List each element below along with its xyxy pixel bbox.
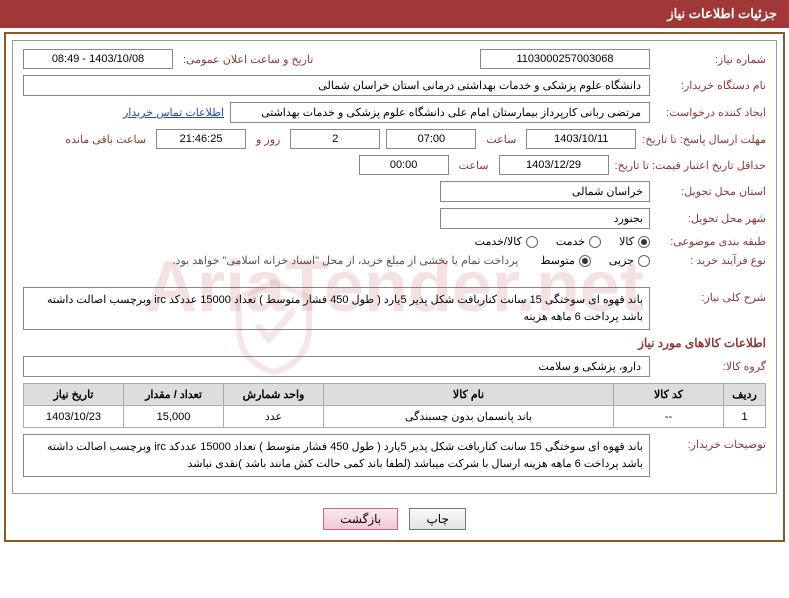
watermark-shield-icon	[224, 277, 324, 377]
buyer-org-field: دانشگاه علوم پزشکی و خدمات بهداشتی درمان…	[23, 75, 650, 96]
remain-suffix: ساعت باقی مانده	[61, 133, 150, 146]
cell-date: 1403/10/23	[24, 406, 124, 428]
response-deadline-label: مهلت ارسال پاسخ: تا تاریخ:	[642, 133, 766, 146]
buyer-notes-field: باند قهوه ای سوختگی 15 سانت کناربافت شکل…	[23, 434, 650, 477]
th-code: کد کالا	[614, 384, 724, 406]
radio-kala[interactable]: کالا	[619, 235, 650, 248]
time-remain-field: 21:46:25	[156, 129, 246, 149]
purchase-type-radios: جزیی متوسط	[540, 254, 650, 267]
delivery-province-label: استان محل تحویل:	[656, 185, 766, 198]
subject-class-radios: کالا خدمت کالا/خدمت	[475, 235, 650, 248]
response-date-field: 1403/10/11	[526, 129, 636, 149]
price-time-field: 00:00	[359, 155, 449, 175]
cell-qty: 15,000	[124, 406, 224, 428]
th-row: ردیف	[724, 384, 766, 406]
response-time-field: 07:00	[386, 129, 476, 149]
th-qty: تعداد / مقدار	[124, 384, 224, 406]
days-remain-field: 2	[290, 129, 380, 149]
th-unit: واحد شمارش	[224, 384, 324, 406]
requester-label: ایجاد کننده درخواست:	[656, 106, 766, 119]
delivery-city-label: شهر محل تحویل:	[656, 212, 766, 225]
cell-code: --	[614, 406, 724, 428]
table-row: 1 -- باند پانسمان بدون چسبندگی عدد 15,00…	[24, 406, 766, 428]
announce-date-field: 1403/10/08 - 08:49	[23, 49, 173, 69]
goods-group-label: گروه کالا:	[656, 360, 766, 373]
need-number-label: شماره نیاز:	[656, 53, 766, 66]
requester-field: مرتضی ربانی کارپرداز بیمارستان امام علی …	[230, 102, 650, 123]
radio-khadamat[interactable]: خدمت	[556, 235, 601, 248]
cell-unit: عدد	[224, 406, 324, 428]
radio-jozei[interactable]: جزیی	[609, 254, 650, 267]
buyer-org-label: نام دستگاه خریدار:	[656, 79, 766, 92]
purchase-type-label: نوع فرآیند خرید :	[656, 254, 766, 267]
time-label-2: ساعت	[455, 159, 493, 172]
days-label: روز و	[252, 133, 284, 146]
page-header: جزئیات اطلاعات نیاز	[0, 0, 789, 28]
main-frame: AriaTender.net شماره نیاز: 1103000257003…	[4, 32, 785, 542]
delivery-city-field: بجنورد	[440, 208, 650, 229]
items-table: ردیف کد کالا نام کالا واحد شمارش تعداد /…	[23, 383, 766, 428]
radio-icon	[589, 236, 601, 248]
radio-kala-khadmat[interactable]: کالا/خدمت	[475, 235, 538, 248]
th-name: نام کالا	[324, 384, 614, 406]
time-label-1: ساعت	[482, 133, 520, 146]
announce-label: تاریخ و ساعت اعلان عمومی:	[179, 53, 317, 66]
button-bar: چاپ بازگشت	[12, 500, 777, 534]
price-validity-label: حداقل تاریخ اعتبار قیمت: تا تاریخ:	[615, 159, 766, 172]
radio-icon	[638, 236, 650, 248]
details-panel: شماره نیاز: 1103000257003068 تاریخ و ساع…	[12, 40, 777, 494]
general-desc-label: شرح کلی نیاز:	[656, 287, 766, 304]
cell-name: باند پانسمان بدون چسبندگی	[324, 406, 614, 428]
items-section-title: اطلاعات کالاهای مورد نیاز	[23, 336, 766, 350]
print-button[interactable]: چاپ	[409, 508, 465, 530]
delivery-province-field: خراسان شمالی	[440, 181, 650, 202]
general-desc-field: باند قهوه ای سوختگی 15 سانت کناربافت شکل…	[23, 287, 650, 330]
buyer-notes-label: توضیحات خریدار:	[656, 434, 766, 451]
radio-icon	[526, 236, 538, 248]
page-title: جزئیات اطلاعات نیاز	[667, 6, 777, 21]
th-date: تاریخ نیاز	[24, 384, 124, 406]
radio-motevasset[interactable]: متوسط	[540, 254, 591, 267]
radio-icon	[579, 255, 591, 267]
goods-group-field: دارو، پزشکی و سلامت	[23, 356, 650, 377]
purchase-note: پرداخت تمام یا بخشی از مبلغ خرید، از محل…	[173, 254, 519, 267]
need-number-field: 1103000257003068	[480, 49, 650, 69]
back-button[interactable]: بازگشت	[323, 508, 398, 530]
subject-class-label: طبقه بندی موضوعی:	[656, 235, 766, 248]
table-header-row: ردیف کد کالا نام کالا واحد شمارش تعداد /…	[24, 384, 766, 406]
buyer-contact-link[interactable]: اطلاعات تماس خریدار	[123, 106, 224, 119]
price-date-field: 1403/12/29	[499, 155, 609, 175]
radio-icon	[638, 255, 650, 267]
cell-row: 1	[724, 406, 766, 428]
